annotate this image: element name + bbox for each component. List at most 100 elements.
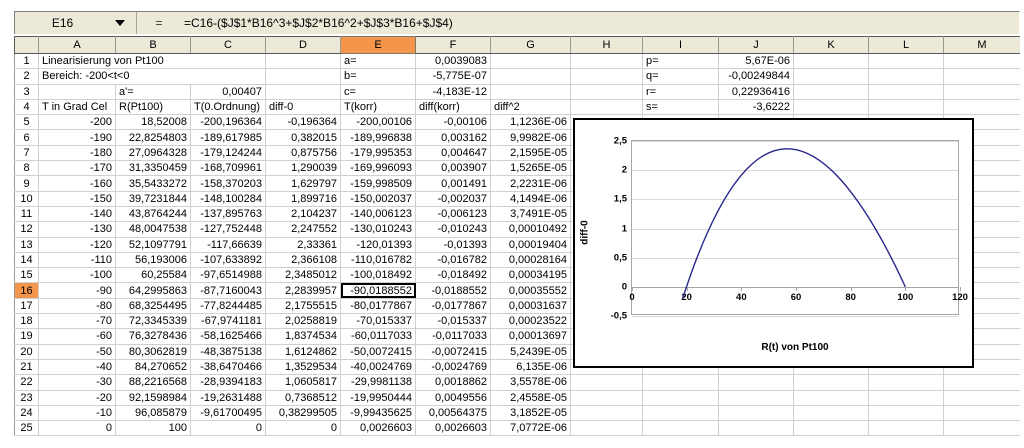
cell-A5[interactable]: -200 bbox=[38, 114, 116, 131]
cell-D11[interactable]: 2,104237 bbox=[265, 206, 341, 223]
cell-A15[interactable]: -100 bbox=[38, 267, 116, 284]
cell-F14[interactable]: -0,016782 bbox=[415, 252, 491, 269]
cell-A24[interactable]: -10 bbox=[38, 405, 116, 422]
row-header-12[interactable]: 12 bbox=[14, 221, 39, 238]
cell-F6[interactable]: 0,003162 bbox=[415, 129, 491, 146]
cell-J1[interactable]: 5,67E-06 bbox=[718, 53, 794, 70]
cell-D18[interactable]: 2,0258819 bbox=[265, 313, 341, 330]
cell-G22[interactable]: 3,5578E-06 bbox=[490, 374, 571, 391]
column-header-e[interactable]: E bbox=[340, 36, 416, 54]
row-header-8[interactable]: 8 bbox=[14, 160, 39, 177]
cell-A7[interactable]: -180 bbox=[38, 145, 116, 162]
cell-I24[interactable] bbox=[642, 405, 719, 422]
column-header-b[interactable]: B bbox=[115, 36, 191, 54]
cell-L3[interactable] bbox=[868, 84, 944, 100]
cell-A1[interactable]: Linearisierung von Pt100 bbox=[38, 53, 266, 70]
cell-A25[interactable]: 0 bbox=[38, 420, 116, 436]
cell-F1[interactable]: 0,0039083 bbox=[415, 53, 491, 70]
cell-G9[interactable]: 2,2231E-06 bbox=[490, 175, 571, 192]
cell-E20[interactable]: -50,0072415 bbox=[340, 344, 416, 360]
cell-J3[interactable]: 0,22936416 bbox=[718, 84, 794, 100]
cell-A9[interactable]: -160 bbox=[38, 175, 116, 192]
cell-G24[interactable]: 3,1852E-05 bbox=[490, 405, 571, 422]
cell-A18[interactable]: -70 bbox=[38, 313, 116, 330]
cell-C8[interactable]: -168,709961 bbox=[190, 160, 266, 177]
cell-L1[interactable] bbox=[868, 53, 944, 70]
cell-G5[interactable]: 1,1236E-06 bbox=[490, 114, 571, 131]
row-header-17[interactable]: 17 bbox=[14, 297, 39, 315]
column-header-i[interactable]: I bbox=[642, 36, 719, 54]
cell-C10[interactable]: -148,100284 bbox=[190, 191, 266, 207]
cell-E21[interactable]: -40,0024769 bbox=[340, 359, 416, 376]
cell-D7[interactable]: 0,875756 bbox=[265, 145, 341, 162]
cell-B5[interactable]: 18,52008 bbox=[115, 114, 191, 131]
cell-C25[interactable]: 0 bbox=[190, 420, 266, 436]
row-header-2[interactable]: 2 bbox=[14, 68, 39, 85]
cell-E12[interactable]: -130,010243 bbox=[340, 221, 416, 238]
column-header-f[interactable]: F bbox=[415, 36, 491, 54]
cell-L24[interactable] bbox=[868, 405, 944, 422]
cell-G17[interactable]: 0,00031637 bbox=[490, 298, 571, 315]
cell-M4[interactable] bbox=[943, 99, 1020, 116]
cell-M24[interactable] bbox=[943, 405, 1020, 422]
cell-G16[interactable]: 0,00035552 bbox=[490, 282, 571, 299]
cell-B7[interactable]: 27,0964328 bbox=[115, 145, 191, 162]
cell-M23[interactable] bbox=[943, 390, 1020, 406]
cell-E14[interactable]: -110,016782 bbox=[340, 252, 416, 269]
cell-J23[interactable] bbox=[718, 390, 794, 406]
column-header-l[interactable]: L bbox=[868, 36, 944, 54]
cell-G23[interactable]: 2,4558E-05 bbox=[490, 390, 571, 406]
cell-A20[interactable]: -50 bbox=[38, 344, 116, 360]
cell-D10[interactable]: 1,899716 bbox=[265, 191, 341, 207]
cell-G12[interactable]: 0,00010492 bbox=[490, 221, 571, 238]
cell-H1[interactable] bbox=[570, 53, 643, 70]
cell-F24[interactable]: 0,00564375 bbox=[415, 405, 491, 422]
embedded-chart[interactable]: -0,5 0 0,5 1 1,5 2 2,5 0 20 40 60 80 100 120 diff-0 … bbox=[573, 118, 974, 368]
column-header-c[interactable]: C bbox=[190, 36, 266, 54]
cell-B8[interactable]: 31,3350459 bbox=[115, 160, 191, 177]
cell-C18[interactable]: -67,9741181 bbox=[190, 313, 266, 330]
cell-E18[interactable]: -70,015337 bbox=[340, 313, 416, 330]
cell-K22[interactable] bbox=[793, 374, 869, 391]
row-header-21[interactable]: 21 bbox=[14, 358, 39, 376]
cell-G20[interactable]: 5,2439E-05 bbox=[490, 344, 571, 360]
cell-C21[interactable]: -38,6470466 bbox=[190, 359, 266, 376]
cell-I1[interactable]: p= bbox=[642, 53, 719, 70]
cell-G7[interactable]: 2,1595E-05 bbox=[490, 145, 571, 162]
cell-H25[interactable] bbox=[570, 420, 643, 436]
cell-G10[interactable]: 4,1494E-06 bbox=[490, 191, 571, 207]
cell-F17[interactable]: -0,0177867 bbox=[415, 298, 491, 315]
cell-M1[interactable] bbox=[943, 53, 1020, 70]
row-header-4[interactable]: 4 bbox=[14, 98, 39, 116]
cell-G6[interactable]: 9,9982E-06 bbox=[490, 129, 571, 146]
cell-K2[interactable] bbox=[793, 68, 869, 85]
cell-J2[interactable]: -0,00249844 bbox=[718, 68, 794, 85]
cell-E25[interactable]: 0,0026603 bbox=[340, 420, 416, 436]
cell-G4[interactable]: diff^2 bbox=[490, 99, 571, 116]
cell-J4[interactable]: -3,6222 bbox=[718, 99, 794, 116]
row-header-25[interactable]: 25 bbox=[14, 420, 39, 436]
cell-G15[interactable]: 0,00034195 bbox=[490, 267, 571, 284]
cell-C14[interactable]: -107,633892 bbox=[190, 252, 266, 269]
cell-F19[interactable]: -0,0117033 bbox=[415, 328, 491, 345]
cell-A22[interactable]: -30 bbox=[38, 374, 116, 391]
cell-G25[interactable]: 7,0772E-06 bbox=[490, 420, 571, 436]
cell-B12[interactable]: 48,0047538 bbox=[115, 221, 191, 238]
row-header-6[interactable]: 6 bbox=[14, 129, 39, 146]
cell-C16[interactable]: -87,7160043 bbox=[190, 282, 266, 299]
cell-I25[interactable] bbox=[642, 420, 719, 436]
row-header-9[interactable]: 9 bbox=[14, 175, 39, 192]
cell-F22[interactable]: 0,0018862 bbox=[415, 374, 491, 391]
cell-D5[interactable]: -0,196364 bbox=[265, 114, 341, 131]
cell-C15[interactable]: -97,6514988 bbox=[190, 267, 266, 284]
cell-G1[interactable] bbox=[490, 53, 571, 70]
cell-A10[interactable]: -150 bbox=[38, 191, 116, 207]
cell-K4[interactable] bbox=[793, 99, 869, 116]
cell-E6[interactable]: -189,996838 bbox=[340, 129, 416, 146]
cell-C5[interactable]: -200,196364 bbox=[190, 114, 266, 131]
row-header-1[interactable]: 1 bbox=[14, 52, 39, 70]
column-header-j[interactable]: J bbox=[718, 36, 794, 54]
cell-C12[interactable]: -127,752448 bbox=[190, 221, 266, 238]
cell-B16[interactable]: 64,2995863 bbox=[115, 282, 191, 299]
cell-E8[interactable]: -169,996093 bbox=[340, 160, 416, 177]
